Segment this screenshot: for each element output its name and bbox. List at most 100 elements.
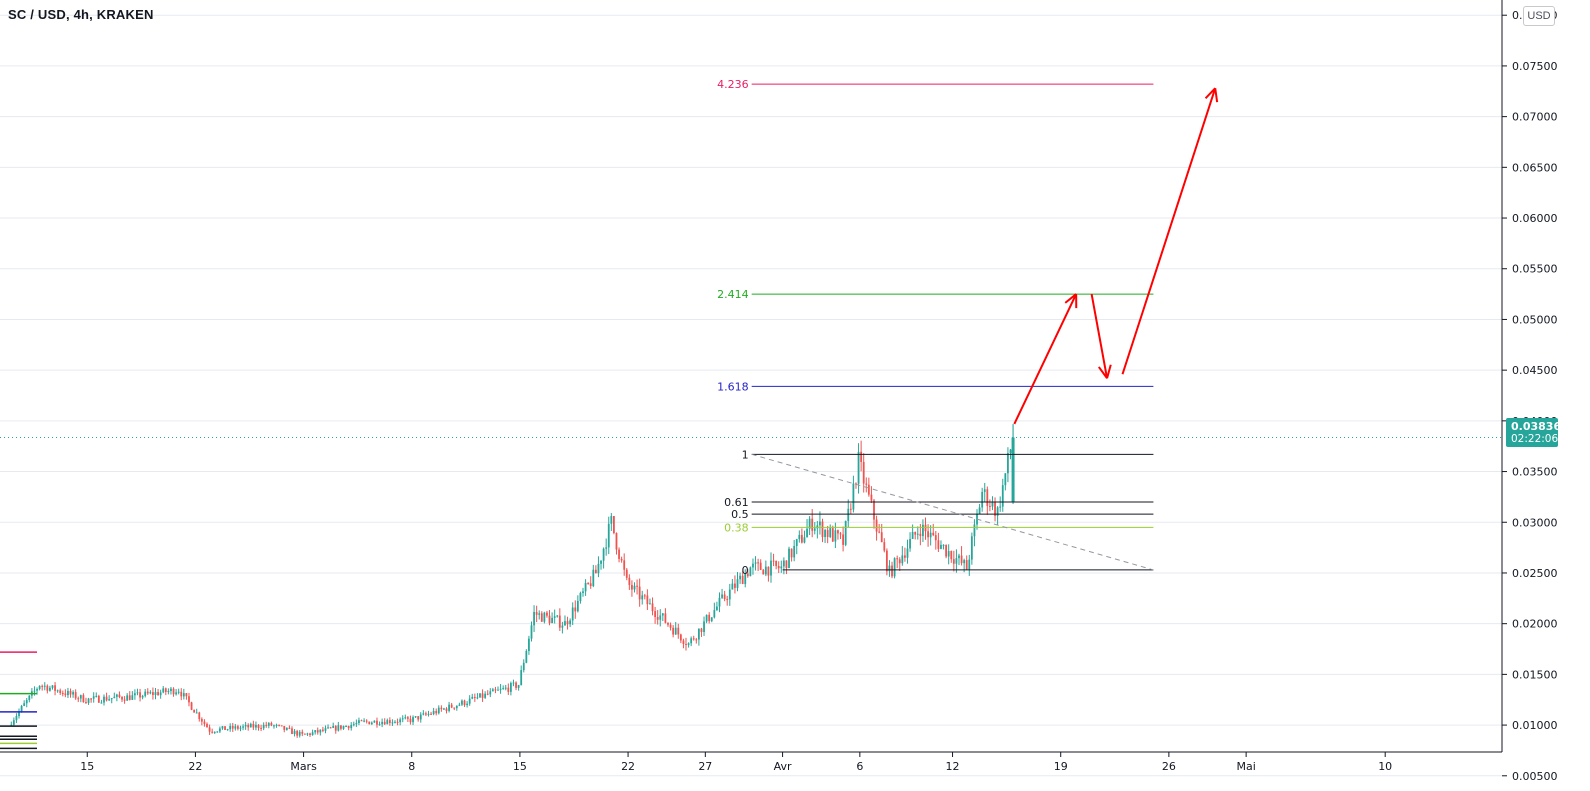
candle-body bbox=[623, 560, 626, 570]
candle-body bbox=[213, 731, 216, 733]
time-axis[interactable]: 15 22 Mars 8 15 22 27 Avr 6 12 19 26 Mai 10 bbox=[0, 751, 1502, 773]
candle-body bbox=[108, 699, 111, 701]
candle-body bbox=[453, 707, 456, 709]
candle-body bbox=[36, 688, 38, 691]
candle-body bbox=[641, 595, 644, 600]
candle-body bbox=[74, 692, 77, 699]
candle-body bbox=[152, 692, 154, 696]
projection-arrow[interactable] bbox=[1013, 293, 1078, 425]
candle-body bbox=[41, 685, 44, 687]
candle-body bbox=[182, 693, 185, 697]
candle-body bbox=[154, 692, 157, 696]
candle-body bbox=[507, 687, 510, 692]
candle-body bbox=[437, 707, 440, 714]
candle-body bbox=[911, 532, 914, 539]
candle-body bbox=[345, 726, 347, 728]
candle-body bbox=[126, 695, 129, 701]
candle-body bbox=[321, 729, 324, 731]
candle-body bbox=[15, 716, 18, 721]
candle-body bbox=[445, 708, 448, 711]
candle-body bbox=[849, 508, 852, 510]
candle-body bbox=[1011, 437, 1015, 502]
candle-body bbox=[466, 703, 469, 706]
currency-button[interactable]: USD bbox=[1523, 6, 1555, 26]
candle-body bbox=[615, 533, 618, 550]
candle-body bbox=[821, 521, 824, 538]
projection-arrow[interactable] bbox=[1090, 293, 1109, 379]
candle-body bbox=[770, 560, 772, 576]
candle-body bbox=[597, 563, 600, 574]
price-axis[interactable]: 0.080000.075000.070000.065000.060000.055… bbox=[1501, 0, 1558, 783]
candle-body bbox=[857, 451, 860, 484]
candle-body bbox=[23, 703, 26, 706]
candle-body bbox=[303, 733, 306, 735]
candle-body bbox=[329, 727, 332, 729]
candle-body bbox=[754, 562, 757, 564]
symbol-title[interactable]: SC / USD, 4h, KRAKEN bbox=[8, 7, 154, 22]
candle-body bbox=[710, 617, 713, 622]
fib-level-label: 0.5 bbox=[731, 508, 749, 521]
candle-body bbox=[489, 691, 492, 695]
candle-body bbox=[767, 566, 770, 576]
candle-body bbox=[49, 687, 51, 691]
candle-body bbox=[811, 518, 814, 531]
candle-body bbox=[218, 728, 221, 732]
candle-body bbox=[56, 690, 59, 692]
candle-body bbox=[440, 707, 443, 710]
candle-body bbox=[267, 723, 270, 726]
candle-body bbox=[314, 730, 317, 733]
candle-body bbox=[419, 714, 422, 720]
candle-body bbox=[159, 692, 162, 696]
candle-body bbox=[334, 725, 337, 731]
candle-body bbox=[945, 544, 948, 557]
candlestick-series bbox=[10, 423, 1015, 738]
candle-body bbox=[1004, 473, 1007, 486]
fib-level-label: 0 bbox=[742, 564, 749, 577]
candle-body bbox=[687, 643, 690, 645]
candle-body bbox=[67, 690, 69, 696]
candle-body bbox=[865, 483, 868, 485]
candle-body bbox=[249, 723, 252, 728]
candle-body bbox=[749, 567, 752, 577]
candle-body bbox=[309, 733, 311, 735]
candle-body bbox=[378, 724, 381, 726]
x-tick-label: Mai bbox=[1236, 760, 1255, 773]
candle-body bbox=[674, 627, 677, 635]
candle-body bbox=[705, 614, 708, 622]
y-tick-label: 0.03500 bbox=[1512, 466, 1558, 479]
bar-countdown: 02:22:06 bbox=[1511, 433, 1559, 445]
candle-body bbox=[988, 505, 991, 507]
y-tick-label: 0.05500 bbox=[1512, 263, 1558, 276]
candle-body bbox=[224, 726, 226, 730]
candle-body bbox=[38, 685, 41, 689]
candle-body bbox=[350, 724, 353, 729]
candle-body bbox=[443, 708, 445, 710]
candle-body bbox=[468, 698, 471, 704]
projection-arrow[interactable] bbox=[1121, 87, 1217, 375]
descending-trendline[interactable] bbox=[751, 453, 1154, 571]
candle-body bbox=[924, 524, 927, 532]
last-price-label: 0.03836 02:22:06 bbox=[1506, 418, 1561, 447]
candle-body bbox=[692, 638, 695, 640]
candle-body bbox=[43, 685, 46, 687]
candle-body bbox=[157, 692, 159, 696]
candle-body bbox=[970, 536, 973, 560]
candle-body bbox=[203, 721, 206, 724]
candle-body bbox=[412, 717, 414, 723]
candle-body bbox=[363, 720, 366, 722]
candle-body bbox=[200, 719, 203, 722]
candle-body bbox=[739, 575, 741, 580]
candle-body bbox=[417, 716, 420, 720]
drawing-overlays[interactable]: 4.236 2.414 1.618 1 0.610.50.38 0 bbox=[0, 78, 1502, 750]
candle-body bbox=[844, 520, 847, 545]
y-tick-label: 0.02000 bbox=[1512, 618, 1558, 631]
candle-body bbox=[932, 532, 935, 536]
candle-body bbox=[497, 689, 499, 691]
projection-arrowhead bbox=[1204, 87, 1216, 100]
candle-body bbox=[589, 583, 592, 587]
candle-body bbox=[432, 711, 435, 715]
candle-body bbox=[244, 724, 247, 727]
candle-body bbox=[373, 720, 376, 723]
candle-body bbox=[324, 728, 327, 731]
